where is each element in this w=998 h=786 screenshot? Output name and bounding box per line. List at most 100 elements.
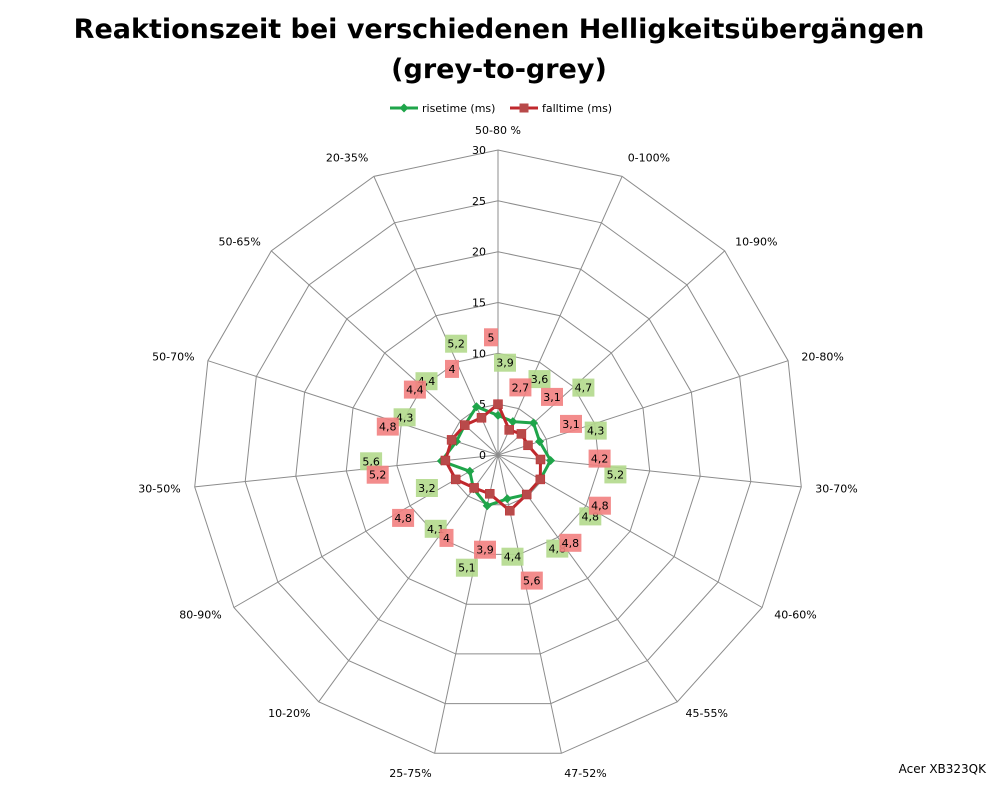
category-label: 47-52% [564, 767, 606, 780]
category-label: 40-60% [774, 609, 816, 622]
falltime-label-box [509, 378, 532, 397]
risetime-label-box [572, 378, 595, 397]
falltime-data-label: 2,7 [512, 381, 530, 394]
falltime-data-label: 4 [449, 363, 456, 376]
falltime-label-box [484, 328, 498, 347]
category-label: 30-50% [138, 482, 180, 495]
falltime-label-box [366, 465, 389, 484]
grid-ring-25 [244, 200, 752, 705]
falltime-data-label: 3,1 [562, 418, 580, 431]
tick-label: 20 [472, 246, 486, 259]
risetime-data-label: 5,2 [607, 468, 625, 481]
grid-spoke [497, 176, 623, 456]
category-label: 0-100% [628, 152, 670, 165]
risetime-point [546, 456, 556, 466]
falltime-label-box [403, 380, 426, 399]
chart-title-line-1: Reaktionszeit bei verschiedenen Helligke… [73, 14, 925, 45]
risetime-label-box [501, 547, 524, 566]
grid-spoke [318, 454, 499, 703]
falltime-point [521, 489, 532, 500]
falltime-label-box [588, 496, 611, 515]
grid-spoke [497, 454, 562, 754]
falltime-data-label: 4,8 [394, 512, 412, 525]
risetime-point [471, 402, 481, 412]
category-label: 10-90% [735, 236, 777, 249]
falltime-data-label: 4,2 [591, 453, 609, 466]
radar-grid [194, 149, 802, 754]
risetime-label-box [415, 479, 438, 497]
category-label: 80-90% [179, 609, 221, 622]
chart-title: Reaktionszeit bei verschiedenen Helligke… [0, 10, 998, 90]
series-lines [436, 399, 556, 516]
falltime-label-box [474, 540, 496, 559]
tick-label: 15 [472, 297, 486, 310]
series-line-falltime [443, 402, 542, 513]
category-label: 50-70% [152, 350, 194, 363]
falltime-point [446, 435, 457, 445]
chart-title-line-2: (grey-to-grey) [391, 54, 607, 85]
brand-label: Acer XB323QK [898, 762, 986, 776]
falltime-point [485, 489, 495, 499]
category-label: 50-80 % [475, 124, 521, 137]
legend: risetime (ms) falltime (ms) [390, 102, 612, 115]
falltime-label-box [588, 449, 611, 468]
grid-ring-30 [194, 149, 802, 754]
falltime-data-label: 4,8 [562, 537, 580, 550]
risetime-label-box [393, 408, 416, 427]
falltime-label-box [439, 528, 454, 547]
falltime-data-label: 4,4 [406, 384, 424, 397]
grid-ring-5 [446, 403, 550, 506]
risetime-label-box [445, 334, 468, 353]
tick-label: 30 [472, 144, 486, 157]
series-line-risetime [439, 405, 553, 508]
category-label: 20-35% [326, 152, 368, 165]
falltime-label-box [376, 417, 399, 436]
risetime-label-box [455, 558, 478, 577]
falltime-point [535, 474, 546, 485]
risetime-data-label: 3,9 [496, 357, 514, 370]
falltime-label-box [560, 414, 582, 433]
falltime-data-label: 3,9 [476, 544, 494, 557]
tick-label: 10 [472, 347, 486, 360]
legend-risetime-marker [399, 103, 409, 113]
data-labels: 3,93,64,74,35,24,84,84,45,14,13,25,64,34… [360, 328, 627, 590]
falltime-data-label: 4,8 [379, 421, 397, 434]
risetime-data-label: 5,2 [447, 338, 465, 351]
falltime-data-label: 4 [443, 532, 450, 545]
risetime-point [502, 494, 512, 504]
risetime-data-label: 5,6 [362, 455, 380, 468]
falltime-point [469, 483, 479, 493]
category-label: 30-70% [815, 482, 857, 495]
legend-risetime-label: risetime (ms) [422, 102, 495, 115]
grid-ring-20 [295, 251, 701, 655]
risetime-data-label: 4,7 [575, 382, 593, 395]
falltime-data-label: 5,2 [369, 469, 387, 482]
falltime-point [440, 455, 451, 466]
falltime-label-box [520, 571, 543, 590]
risetime-label-box [494, 353, 516, 372]
category-label: 25-75% [389, 767, 431, 780]
risetime-label-box [584, 421, 607, 440]
falltime-point [535, 454, 546, 465]
category-label: 50-65% [218, 236, 260, 249]
risetime-data-label: 4,4 [504, 551, 522, 564]
falltime-label-box [445, 359, 459, 378]
risetime-data-label: 3,2 [418, 482, 436, 495]
risetime-label-box [604, 465, 627, 484]
falltime-label-box [392, 508, 415, 527]
risetime-point [508, 417, 518, 427]
risetime-label-box [528, 370, 551, 389]
falltime-point [476, 413, 487, 423]
falltime-point [505, 505, 515, 516]
risetime-point [535, 436, 545, 446]
grid-spoke [497, 360, 789, 456]
falltime-data-label: 5,6 [523, 575, 541, 588]
risetime-data-label: 5,1 [458, 562, 476, 575]
risetime-data-label: 4,3 [396, 411, 414, 424]
tick-label: 5 [479, 398, 486, 411]
grid-ring-15 [345, 301, 651, 605]
falltime-point [493, 399, 503, 409]
category-labels: 50-80 % 0-100% 10-90% 20-80% 30-70% 40-60% 45-… [138, 124, 857, 780]
falltime-point [460, 420, 470, 430]
risetime-data-label: 4,3 [587, 425, 605, 438]
